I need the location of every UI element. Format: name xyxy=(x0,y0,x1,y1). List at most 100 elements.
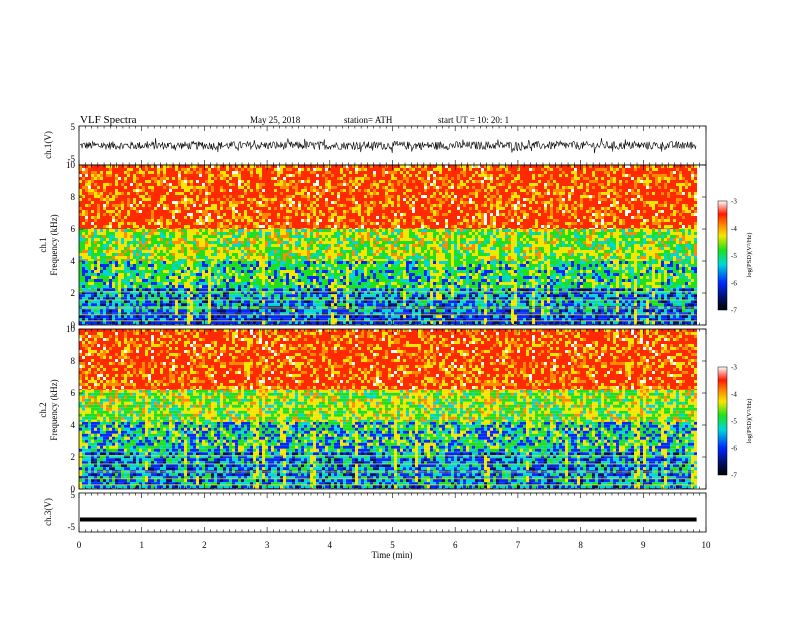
ch1-spec-cell xyxy=(244,264,247,267)
ch1-spec-cell xyxy=(103,228,106,229)
ch1-spec-cell xyxy=(79,229,82,232)
ch1-spec-cell xyxy=(202,267,205,270)
ch1-spec-cell xyxy=(184,198,187,201)
ch1-spec-cell xyxy=(280,201,283,204)
ch1-spec-cell xyxy=(253,198,256,201)
ch1-spec-cell xyxy=(181,232,184,235)
ch1-spec-cell xyxy=(178,216,181,219)
ch1-spec-cell xyxy=(202,303,205,306)
ch1-spec-cell xyxy=(130,186,133,189)
ch1-spec-cell xyxy=(184,174,187,177)
ch1-spec-cell xyxy=(307,168,310,171)
ch1-spec-cell xyxy=(136,259,139,261)
ch1-spec-cell xyxy=(106,270,109,273)
ch1-spec-cell xyxy=(118,321,121,324)
ch1-spec-cell xyxy=(274,279,277,282)
ch1-spec-cell xyxy=(250,198,253,201)
ch1-spec-cell xyxy=(82,244,85,247)
ch1-spec-cell xyxy=(325,250,328,253)
ch1-spec-cell xyxy=(151,238,154,241)
ch1-spec-cell xyxy=(217,189,220,192)
ch1-spec-cell xyxy=(205,186,208,189)
ch1-spec-cell xyxy=(265,300,268,303)
ch1-spec-cell xyxy=(133,222,136,225)
ch1-spec-cell xyxy=(181,241,184,244)
ch1-spec-cell xyxy=(139,207,142,210)
ch1-spec-cell xyxy=(274,222,277,225)
ch1-spec-cell xyxy=(109,259,112,261)
ch1-spec-cell xyxy=(268,279,271,282)
ch1-spec-cell xyxy=(109,177,112,180)
ch1-spec-cell xyxy=(193,177,196,180)
ch1-spec-cell xyxy=(250,165,253,168)
ch1-spec-cell xyxy=(145,285,148,288)
ch1-spec-cell xyxy=(229,300,232,303)
ch1-spec-cell xyxy=(253,253,256,256)
ch1-spec-cell xyxy=(133,250,136,253)
ch1-spec-cell xyxy=(250,244,253,247)
ch1-spec-cell xyxy=(295,244,298,247)
ch1-spec-cell xyxy=(100,216,103,219)
ch1-spec-cell xyxy=(115,300,118,303)
ch1-spec-cell xyxy=(310,267,313,270)
ch1-spec-cell xyxy=(175,279,178,282)
ch1-spec-cell xyxy=(79,315,82,318)
ch1-spec-cell xyxy=(121,174,124,177)
ch1-waveform-panel: 5 -5 ch.1(V) xyxy=(43,122,706,165)
ch1-spec-cell xyxy=(247,232,250,235)
ch1-spec-cell xyxy=(319,213,322,216)
ch1-spec-cell xyxy=(325,256,328,259)
ch1-spec-cell xyxy=(154,177,157,180)
ch1-spec-cell xyxy=(208,195,211,198)
ch1-spec-cell xyxy=(91,174,94,177)
ch1-spec-cell xyxy=(91,171,94,174)
ch1-spec-cell xyxy=(163,201,166,204)
ch1-spec-cell xyxy=(307,189,310,192)
ch1-spec-cell xyxy=(109,171,112,174)
ch1-spec-cell xyxy=(247,261,250,264)
ch1-spec-cell xyxy=(325,264,328,267)
ch1-spec-cell xyxy=(277,229,280,232)
ch1-spec-cell xyxy=(235,235,238,238)
ch1-spec-cell xyxy=(331,207,334,210)
ch1-spec-cell xyxy=(94,309,97,312)
ch1-spec-cell xyxy=(124,177,127,180)
ch1-spec-cell xyxy=(169,267,172,270)
ch1-spec-cell xyxy=(130,201,133,204)
ch1-spec-cell xyxy=(229,204,232,207)
ch1-spec-cell xyxy=(97,232,100,235)
ch1-spec-cell xyxy=(316,261,319,264)
ch1-spec-cell xyxy=(163,261,166,264)
ch1-spec-cell xyxy=(256,321,259,324)
ch1-spec-cell xyxy=(214,204,217,207)
ch1-spec-cell xyxy=(127,216,130,219)
ch1-spec-cell xyxy=(103,207,106,210)
ch1-spec-cell xyxy=(103,180,106,183)
ch1-spec-cell xyxy=(319,174,322,177)
ch1-spec-cell xyxy=(130,267,133,270)
ch1-series-line xyxy=(80,138,696,153)
ch1-spec-cell xyxy=(325,294,328,297)
ch1-spec-cell xyxy=(325,321,328,324)
ch1-spec-cell xyxy=(307,225,310,228)
ch1-spec-cell xyxy=(91,261,94,264)
ch1-spec-cell xyxy=(232,225,235,228)
ch1-spec-cell xyxy=(262,192,265,195)
ch1-spec-cell xyxy=(271,253,274,256)
ch1-spec-cell xyxy=(199,235,202,238)
ch1-spec-cell xyxy=(103,285,106,288)
ch1-spec-cell xyxy=(172,168,175,171)
ch1-spec-cell xyxy=(190,303,193,306)
ch1-spec-cell xyxy=(265,282,268,285)
ch1-spec-cell xyxy=(160,241,163,244)
ch1-spec-cell xyxy=(229,183,232,186)
ch1-spec-cell xyxy=(202,195,205,198)
ch1-spec-cell xyxy=(247,282,250,285)
ch1-spec-cell xyxy=(157,282,160,285)
ch1-spec-cell xyxy=(181,171,184,174)
ch1-spec-cell xyxy=(196,270,199,273)
ch1-spec-cell xyxy=(88,207,91,210)
ch1-spec-cell xyxy=(313,168,316,171)
ch1-spec-cell xyxy=(196,201,199,204)
ch1-spec-cell xyxy=(139,244,142,247)
